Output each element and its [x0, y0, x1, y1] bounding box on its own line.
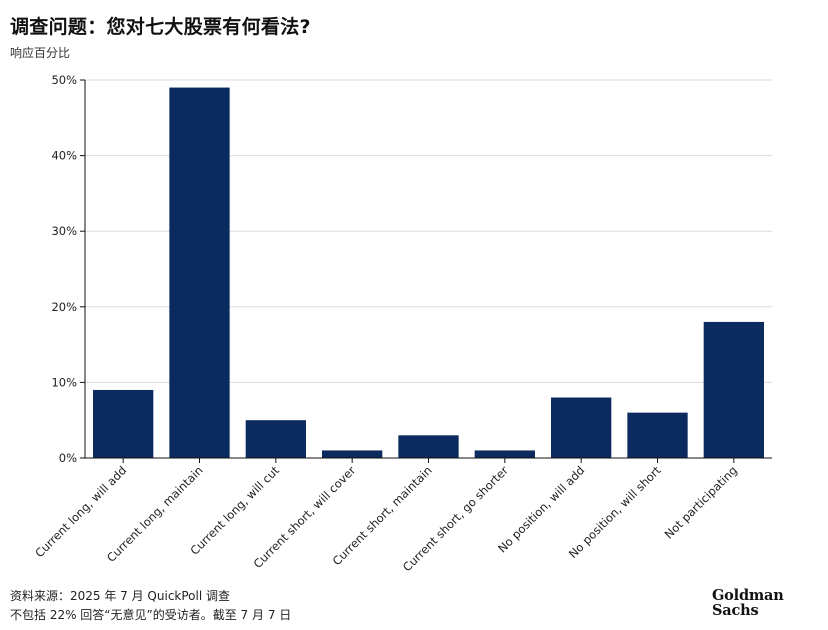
y-tick-label: 50%	[51, 73, 77, 87]
y-tick-label: 0%	[59, 451, 77, 465]
bar	[169, 87, 230, 458]
bar	[322, 450, 383, 458]
bar	[93, 389, 154, 458]
exclusion-note: 不包括 22% 回答“无意见”的受访者。截至 7 月 7 日	[10, 608, 292, 622]
y-tick-label: 20%	[51, 300, 77, 314]
bar	[474, 450, 535, 458]
chart-footer: 资料来源：2025 年 7 月 QuickPoll 调查 不包括 22% 回答“…	[10, 587, 291, 625]
bar	[703, 321, 764, 458]
bar	[245, 420, 306, 458]
source-note: 资料来源：2025 年 7 月 QuickPoll 调查	[10, 589, 230, 603]
bar	[551, 397, 612, 458]
y-axis-caption: 响应百分比	[10, 46, 71, 60]
logo-line-1: Goldman	[712, 587, 784, 604]
goldman-sachs-logo: Goldman Sachs	[712, 588, 784, 618]
x-tick-label: Not participating	[662, 463, 740, 541]
y-tick-label: 30%	[51, 224, 77, 238]
x-tick-label: No position, will add	[495, 463, 587, 555]
chart-title: 调查问题：您对七大股票有何看法?	[10, 16, 311, 38]
bar	[627, 412, 688, 458]
logo-line-2: Sachs	[712, 602, 759, 619]
bar	[398, 435, 459, 458]
y-tick-label: 10%	[51, 375, 77, 389]
y-tick-label: 40%	[51, 149, 77, 163]
